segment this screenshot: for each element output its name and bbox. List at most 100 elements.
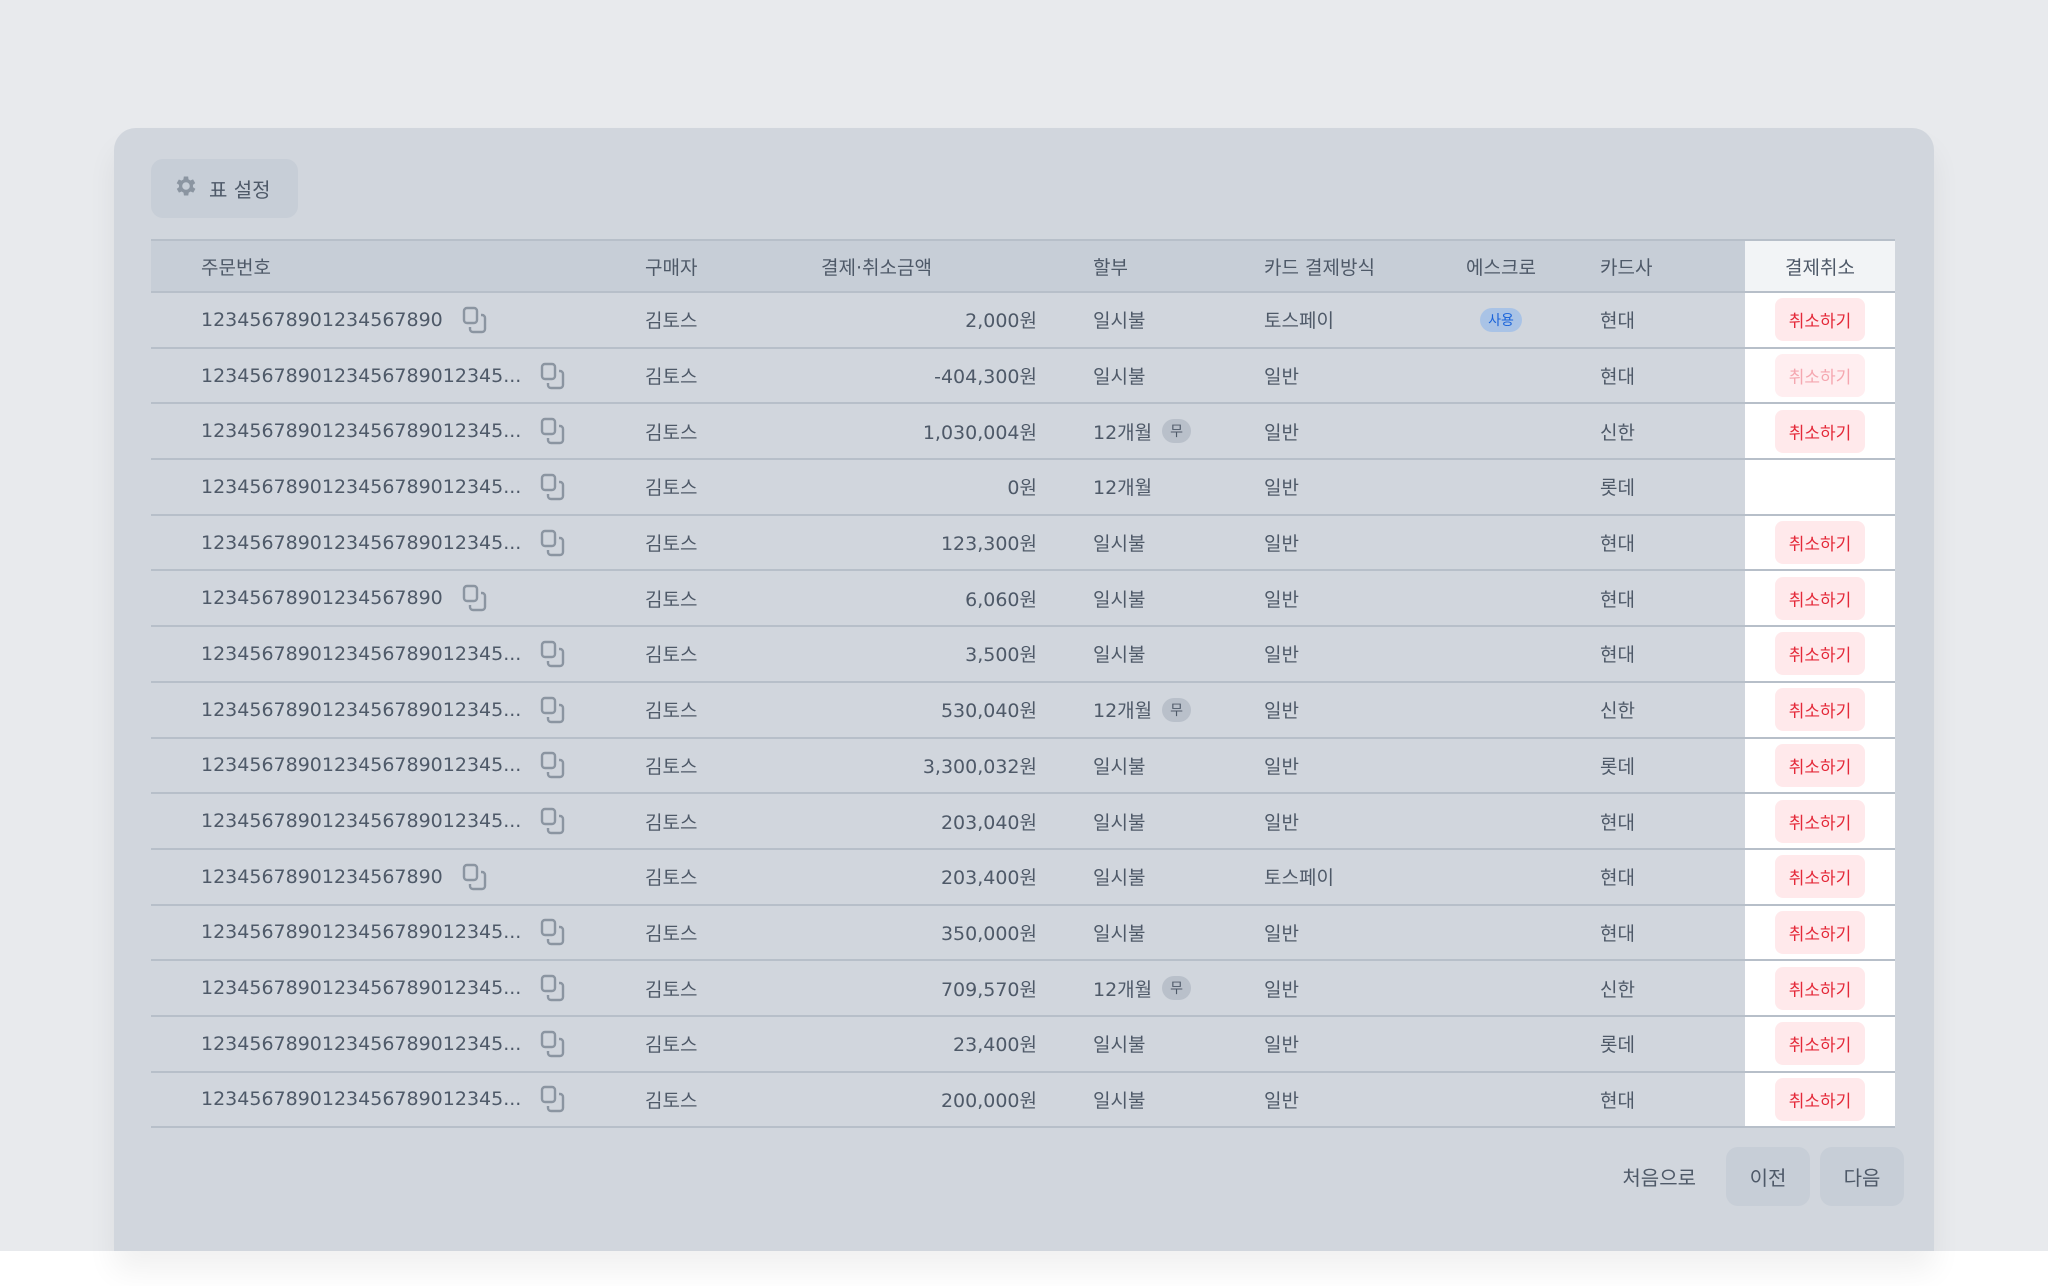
installment: 일시불 [1093,755,1146,778]
copy-icon[interactable] [539,1085,567,1113]
order-number: 1234567890123456789012345... [201,754,522,777]
cancel-payment-button[interactable]: 취소하기 [1774,576,1866,620]
cancel-payment-button[interactable]: 취소하기 [1774,1077,1866,1121]
header-payment-method[interactable]: 카드 결제방식 [1264,256,1375,279]
buyer: 김토스 [645,978,698,1001]
copy-icon[interactable] [539,696,567,724]
table-row: 12345678901234567890 김토스 2,000원 일시불 토스페이 사용 현대… [151,293,1895,349]
payment-method: 일반 [1264,755,1299,778]
payment-method: 일반 [1264,1089,1299,1112]
pagination: 처음으로 이전 다음 [1622,1147,1904,1206]
header-cancel[interactable]: 결제취소 [1745,241,1895,291]
header-order-number[interactable]: 주문번호 [201,256,271,279]
order-number: 12345678901234567890 [201,865,443,888]
cancel-payment-button[interactable]: 취소하기 [1774,743,1866,787]
amount: 1,030,004원 [922,421,1037,444]
order-number: 1234567890123456789012345... [201,364,522,387]
cancel-payment-button[interactable]: 취소하기 [1774,521,1866,565]
installment: 12개월 [1093,700,1153,723]
cancel-payment-button[interactable]: 취소하기 [1774,799,1866,843]
amount: 123,300원 [940,533,1037,556]
interest-free-badge: 무 [1162,697,1192,722]
copy-icon[interactable] [539,918,567,946]
cancel-payment-button[interactable]: 취소하기 [1774,910,1866,954]
buyer: 김토스 [645,700,698,723]
buyer: 김토스 [645,867,698,890]
card-company: 현대 [1600,867,1635,890]
table-row: 1234567890123456789012345... 김토스 1,030,004… [151,404,1895,461]
order-number: 1234567890123456789012345... [201,531,522,554]
table-settings-label: 표 설정 [209,178,271,202]
card-company: 현대 [1600,533,1635,556]
copy-icon[interactable] [539,473,567,501]
copy-icon[interactable] [461,584,489,612]
buyer: 김토스 [645,310,698,333]
card-company: 롯데 [1600,1034,1635,1057]
card-company: 현대 [1600,1089,1635,1112]
table-row: 1234567890123456789012345... 김토스 3,300,032… [151,738,1895,795]
copy-icon[interactable] [461,863,489,891]
order-number: 1234567890123456789012345... [201,810,522,833]
cancel-payment-button[interactable]: 취소하기 [1774,298,1866,342]
amount: -404,300원 [934,366,1037,389]
buyer: 김토스 [645,366,698,389]
table-row: 1234567890123456789012345... 김토스 3,500원 일시불… [151,627,1895,683]
order-number: 12345678901234567890 [201,587,443,610]
header-installment[interactable]: 할부 [1093,256,1128,279]
payment-method: 일반 [1264,922,1299,945]
copy-icon[interactable] [539,417,567,445]
copy-icon[interactable] [539,751,567,779]
amount: 3,300,032원 [922,755,1037,778]
order-number: 1234567890123456789012345... [201,420,522,443]
header-card-company[interactable]: 카드사 [1600,256,1653,279]
amount: 23,400원 [953,1034,1037,1057]
installment: 일시불 [1093,644,1146,667]
copy-icon[interactable] [461,306,489,334]
payment-method: 일반 [1264,366,1299,389]
cancel-payment-button[interactable]: 취소하기 [1774,409,1866,453]
table-settings-button[interactable]: 표 설정 [151,159,298,218]
amount: 530,040원 [940,700,1037,723]
order-number: 1234567890123456789012345... [201,475,522,498]
cancel-payment-button[interactable]: 취소하기 [1774,855,1866,899]
table-row: 1234567890123456789012345... 김토스 709,570원 1… [151,961,1895,1017]
header-amount[interactable]: 결제·취소금액 [821,256,932,279]
copy-icon[interactable] [539,807,567,835]
buyer: 김토스 [645,644,698,667]
buyer: 김토스 [645,1034,698,1057]
copy-icon[interactable] [539,1030,567,1058]
cancel-payment-button[interactable]: 취소하기 [1774,966,1866,1010]
copy-icon[interactable] [539,362,567,390]
payment-method: 토스페이 [1264,867,1334,890]
installment: 일시불 [1093,310,1146,333]
copy-icon[interactable] [539,640,567,668]
next-page-button[interactable]: 다음 [1820,1147,1904,1206]
card-company: 신한 [1600,421,1635,444]
first-page-button[interactable]: 처음으로 [1622,1166,1696,1190]
buyer: 김토스 [645,477,698,500]
payment-method: 일반 [1264,644,1299,667]
amount: 709,570원 [940,978,1037,1001]
payment-method: 일반 [1264,1034,1299,1057]
payment-method: 일반 [1264,978,1299,1001]
header-buyer[interactable]: 구매자 [645,256,698,279]
card-company: 롯데 [1600,477,1635,500]
cancel-payment-button[interactable]: 취소하기 [1774,688,1866,732]
amount: 350,000원 [940,922,1037,945]
orders-table: 주문번호 구매자 결제·취소금액 할부 카드 결제방식 에스크로 카드사 결제취… [151,239,1895,1129]
card-company: 현대 [1600,588,1635,611]
installment: 일시불 [1093,366,1146,389]
header-escrow[interactable]: 에스크로 [1466,256,1536,279]
cancel-payment-button[interactable]: 취소하기 [1774,1022,1866,1066]
buyer: 김토스 [645,811,698,834]
copy-icon[interactable] [539,529,567,557]
payment-method: 일반 [1264,421,1299,444]
buyer: 김토스 [645,588,698,611]
prev-page-button[interactable]: 이전 [1726,1147,1810,1206]
cancel-payment-button[interactable]: 취소하기 [1774,632,1866,676]
card-company: 신한 [1600,700,1635,723]
amount: 3,500원 [965,644,1037,667]
copy-icon[interactable] [539,974,567,1002]
order-number: 1234567890123456789012345... [201,921,522,944]
gear-icon [173,173,199,204]
